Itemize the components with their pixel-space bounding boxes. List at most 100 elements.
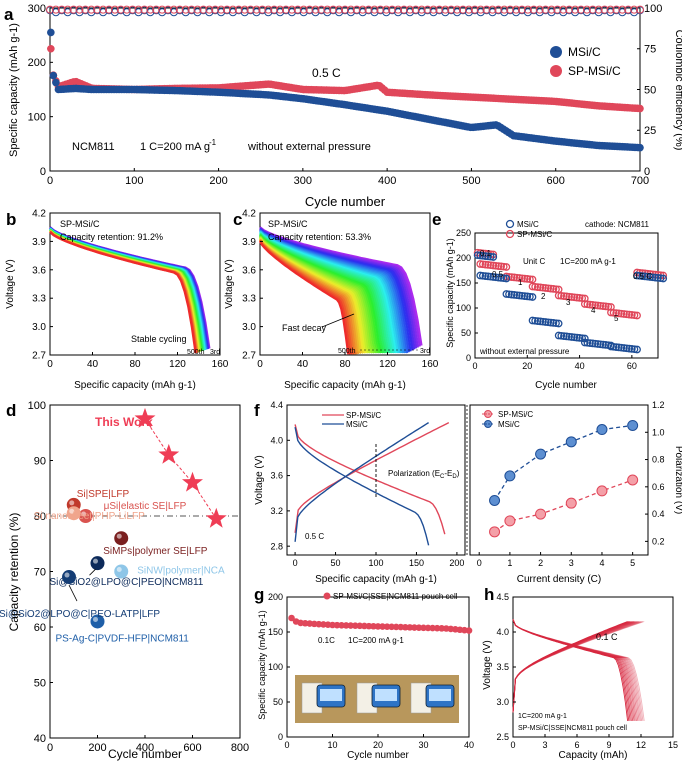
rate-point-msic xyxy=(481,252,490,260)
rate-point-msic xyxy=(580,338,589,347)
panel-a-x-tick-label: 500 xyxy=(462,175,480,187)
literature-label: Si@SiO2@LPO@C|PEO|NCM811 xyxy=(50,577,204,588)
panel-f-y-ticks: 2.8 3.2 3.6 4.0 4.4 xyxy=(270,400,290,551)
rate-point-spmsic xyxy=(573,293,581,302)
literature-point-highlight xyxy=(116,567,122,572)
rate-point-spmsic xyxy=(552,285,560,294)
rate-point-spmsic xyxy=(591,301,600,310)
polarization-point-msic xyxy=(627,419,639,431)
polarization-point-spmsic xyxy=(535,508,547,520)
panel-b-x-ticks: 0 40 80 120 160 xyxy=(47,352,229,370)
ce-point-spmsic xyxy=(122,5,131,14)
panel-g-y-tick-label: 150 xyxy=(268,627,283,637)
legend-label-msic: MSi/C xyxy=(568,45,601,59)
panel-a-legend: MSi/C SP-MSi/C xyxy=(550,45,621,78)
rate-point-msic xyxy=(565,332,573,341)
panel-a-ylabel: Specific capacity (mAh g-1) xyxy=(8,23,20,157)
polarization-point-msic xyxy=(535,448,547,460)
literature-point-highlight xyxy=(116,533,122,539)
this-work-star xyxy=(134,407,156,428)
ce-point-spmsic xyxy=(571,5,580,14)
panel-f2-xlabel: Current density (C) xyxy=(517,574,601,585)
ce-point-spmsic xyxy=(335,5,344,14)
panel-a-x-tick-label: 0 xyxy=(47,175,53,187)
panel-x-tick-label: 160 xyxy=(212,359,229,370)
ce-point-spmsic xyxy=(158,5,167,14)
this-work-star xyxy=(158,443,180,464)
rate-point-spmsic xyxy=(586,300,594,309)
rate-point-msic xyxy=(609,342,618,351)
rate-point-spmsic xyxy=(539,283,547,292)
rate-point-spmsic xyxy=(622,310,631,319)
rate-point-msic xyxy=(607,342,615,351)
ce-point-spmsic xyxy=(370,5,379,14)
rate-point-spmsic xyxy=(628,311,636,319)
panel-c-title: SP-MSi/C xyxy=(268,219,308,229)
discharge-curve xyxy=(49,228,203,352)
panel-b-y-ticks: 2.7 3.0 3.3 3.6 3.9 4.2 xyxy=(32,209,53,362)
rate-point-spmsic xyxy=(583,300,592,309)
polarization-point-msic xyxy=(489,494,501,506)
rate-point-msic xyxy=(575,334,584,342)
capacity-point-msic xyxy=(52,78,60,87)
panel-g-y-ticks: 0 50 100 150 200 xyxy=(268,592,290,742)
rate-point-msic xyxy=(588,339,597,348)
panel-c-y-ticks: 2.7 3.0 3.3 3.6 3.9 4.2 xyxy=(242,209,263,362)
panel-e-cathode: cathode: NCM811 xyxy=(585,220,649,229)
rate-point-msic xyxy=(552,319,560,328)
polarization-point-spmsic xyxy=(489,526,501,538)
polarization-sub-c: C xyxy=(440,474,445,480)
ce-point-spmsic xyxy=(146,5,155,14)
panel-label-d: d xyxy=(6,401,16,420)
panel-e-y-tick-label: 0 xyxy=(466,353,471,363)
panel-h-y-tick-label: 3.0 xyxy=(496,697,509,707)
ce-point-spmsic xyxy=(276,5,285,14)
rate-point-spmsic xyxy=(609,308,618,317)
ce-point-spmsic xyxy=(63,5,72,14)
this-work-line xyxy=(144,418,217,520)
ce-point-spmsic xyxy=(51,5,60,14)
panel-f2-y-ticks: 0.2 0.4 0.6 0.8 1.0 1.2 xyxy=(645,400,665,547)
ce-point-spmsic xyxy=(464,5,473,14)
rate-point-spmsic xyxy=(560,292,568,300)
panel-e-rate-2: 2 xyxy=(541,292,546,301)
panel-b-3rd: 3rd xyxy=(210,349,220,356)
panel-d-y-tick-label: 90 xyxy=(34,455,46,467)
discharge-curve xyxy=(49,228,205,351)
legend-label-msic-e: MSi/C xyxy=(517,220,539,229)
polarization-point-spmsic xyxy=(565,497,577,509)
rate-point-msic xyxy=(586,339,594,347)
polarization-line-msic xyxy=(494,424,633,501)
polarization-minus: -E xyxy=(444,469,452,478)
rate-point-msic xyxy=(614,343,623,352)
literature-label: Si|SPE|LFP xyxy=(77,489,130,500)
panel-c: 0 40 80 120 160 2.73.03.33.63.94.2 SP-MSi/C … xyxy=(224,209,439,392)
panel-a-xlabel: Cycle number xyxy=(305,194,386,209)
discharge-curve xyxy=(49,227,207,350)
panel-y-tick-label: 3.0 xyxy=(242,322,256,333)
rate-point-spmsic xyxy=(544,284,553,293)
rate-point-msic xyxy=(476,271,485,280)
rate-point-spmsic xyxy=(536,283,545,292)
rate-point-msic xyxy=(628,345,636,353)
rate-point-msic xyxy=(486,272,495,281)
panel-g-y-tick-label: 50 xyxy=(273,697,283,707)
rate-point-spmsic xyxy=(557,291,566,300)
ce-point-spmsic xyxy=(476,5,485,14)
ce-point-spmsic xyxy=(523,5,532,14)
ce-point-spmsic xyxy=(193,5,202,14)
rate-point-msic xyxy=(612,343,621,351)
rate-point-spmsic xyxy=(478,260,487,269)
rate-point-spmsic xyxy=(633,311,641,320)
rate-point-spmsic xyxy=(520,274,529,283)
panel-a-y-ticks: 0 100 200 300 xyxy=(28,3,53,178)
rate-point-spmsic xyxy=(565,292,573,301)
rate-point-spmsic xyxy=(630,311,639,320)
ce-point-spmsic xyxy=(323,5,332,14)
rate-point-msic xyxy=(648,273,657,282)
panel-g-x-tick-label: 20 xyxy=(373,740,383,750)
rate-point-msic xyxy=(643,272,652,281)
rate-point-msic xyxy=(526,292,534,301)
panel-a-pressure: without external pressure xyxy=(247,141,371,153)
panel-e-1c: 1C=200 mA g-1 xyxy=(560,257,616,266)
